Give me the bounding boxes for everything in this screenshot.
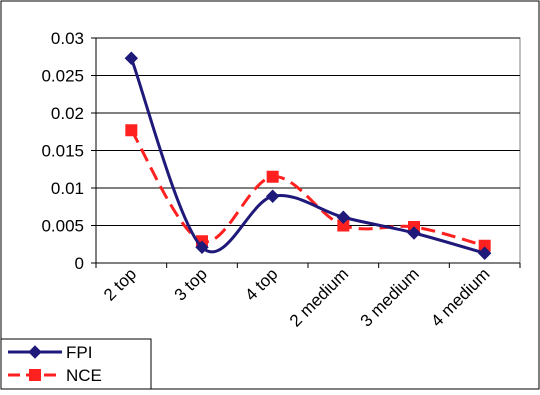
data-point-fpi — [124, 51, 139, 65]
y-tick-label: 0.005 — [41, 217, 84, 236]
legend-box — [0, 338, 152, 390]
y-tick-label: 0 — [75, 254, 84, 273]
legend-marker-fpi — [28, 345, 42, 359]
legend-marker-nce — [29, 369, 41, 381]
grid-lines — [96, 37, 520, 226]
data-point-fpi — [407, 226, 421, 240]
y-tick-label: 0.03 — [51, 29, 84, 48]
y-tick-label: 0.02 — [51, 104, 84, 123]
legend-label-fpi: FPI — [66, 343, 92, 362]
data-point-fpi — [336, 210, 351, 224]
y-tick-label: 0.025 — [41, 67, 84, 86]
data-point-fpi — [477, 246, 492, 260]
legend-label-nce: NCE — [66, 366, 102, 385]
y-tick-label: 0.015 — [41, 142, 84, 161]
data-point-nce — [125, 124, 138, 137]
data-point-nce — [266, 170, 279, 183]
legend: FPI NCE — [0, 338, 152, 390]
data-point-fpi — [265, 189, 280, 203]
data-point-fpi — [195, 240, 209, 254]
y-tick-label: 0.01 — [51, 179, 84, 198]
series-layer — [124, 51, 492, 260]
series-fpi — [124, 51, 492, 260]
